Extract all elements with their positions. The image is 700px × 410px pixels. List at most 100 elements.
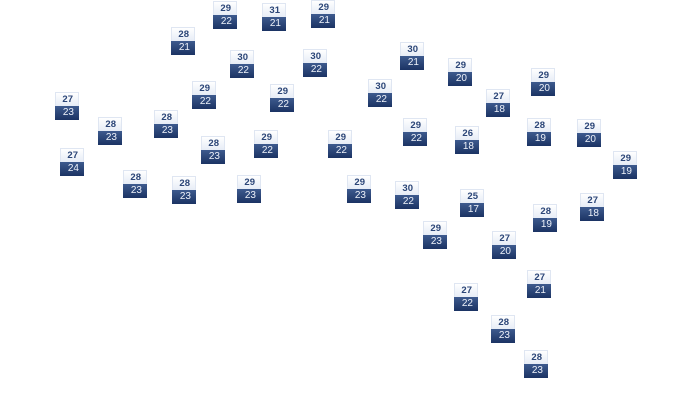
station-marker[interactable]: 29 21 xyxy=(311,0,335,28)
station-marker[interactable]: 29 20 xyxy=(577,119,601,147)
station-marker[interactable]: 27 23 xyxy=(55,92,79,120)
station-marker[interactable]: 29 20 xyxy=(448,58,472,86)
station-marker[interactable]: 29 23 xyxy=(423,221,447,249)
high-temperature: 30 xyxy=(303,49,327,63)
high-temperature: 27 xyxy=(55,92,79,106)
station-marker[interactable]: 27 22 xyxy=(454,283,478,311)
station-marker[interactable]: 28 23 xyxy=(172,176,196,204)
station-marker[interactable]: 30 22 xyxy=(368,79,392,107)
station-marker[interactable]: 30 22 xyxy=(395,181,419,209)
low-temperature: 17 xyxy=(460,203,484,217)
high-temperature: 27 xyxy=(454,283,478,297)
low-temperature: 20 xyxy=(492,245,516,259)
high-temperature: 29 xyxy=(328,130,352,144)
low-temperature: 23 xyxy=(491,329,515,343)
low-temperature: 22 xyxy=(254,144,278,158)
high-temperature: 31 xyxy=(262,3,286,17)
low-temperature: 21 xyxy=(262,17,286,31)
station-marker[interactable]: 29 22 xyxy=(270,84,294,112)
high-temperature: 28 xyxy=(172,176,196,190)
low-temperature: 22 xyxy=(395,195,419,209)
station-marker[interactable]: 30 22 xyxy=(303,49,327,77)
low-temperature: 19 xyxy=(613,165,637,179)
low-temperature: 23 xyxy=(172,190,196,204)
station-marker[interactable]: 27 20 xyxy=(492,231,516,259)
high-temperature: 29 xyxy=(448,58,472,72)
low-temperature: 23 xyxy=(524,364,548,378)
station-marker[interactable]: 25 17 xyxy=(460,189,484,217)
station-marker[interactable]: 27 18 xyxy=(580,193,604,221)
low-temperature: 22 xyxy=(213,15,237,29)
high-temperature: 28 xyxy=(171,27,195,41)
low-temperature: 22 xyxy=(192,95,216,109)
high-temperature: 28 xyxy=(533,204,557,218)
low-temperature: 21 xyxy=(171,41,195,55)
low-temperature: 20 xyxy=(448,72,472,86)
low-temperature: 22 xyxy=(368,93,392,107)
low-temperature: 23 xyxy=(98,131,122,145)
high-temperature: 29 xyxy=(213,1,237,15)
low-temperature: 18 xyxy=(580,207,604,221)
low-temperature: 18 xyxy=(486,103,510,117)
high-temperature: 30 xyxy=(368,79,392,93)
high-temperature: 28 xyxy=(98,117,122,131)
station-marker[interactable]: 27 21 xyxy=(527,270,551,298)
station-marker[interactable]: 26 18 xyxy=(455,126,479,154)
station-marker[interactable]: 28 23 xyxy=(154,110,178,138)
station-marker[interactable]: 27 24 xyxy=(60,148,84,176)
station-marker[interactable]: 30 21 xyxy=(400,42,424,70)
high-temperature: 29 xyxy=(311,0,335,14)
low-temperature: 19 xyxy=(527,132,551,146)
station-marker[interactable]: 28 19 xyxy=(533,204,557,232)
high-temperature: 27 xyxy=(580,193,604,207)
low-temperature: 20 xyxy=(577,133,601,147)
high-temperature: 29 xyxy=(192,81,216,95)
station-marker[interactable]: 29 22 xyxy=(192,81,216,109)
station-marker[interactable]: 28 23 xyxy=(201,136,225,164)
high-temperature: 27 xyxy=(527,270,551,284)
low-temperature: 23 xyxy=(237,189,261,203)
low-temperature: 22 xyxy=(303,63,327,77)
station-marker[interactable]: 28 23 xyxy=(524,350,548,378)
high-temperature: 29 xyxy=(403,118,427,132)
low-temperature: 22 xyxy=(230,64,254,78)
station-marker[interactable]: 28 21 xyxy=(171,27,195,55)
low-temperature: 23 xyxy=(423,235,447,249)
high-temperature: 28 xyxy=(524,350,548,364)
high-temperature: 27 xyxy=(486,89,510,103)
high-temperature: 27 xyxy=(492,231,516,245)
station-marker[interactable]: 29 22 xyxy=(254,130,278,158)
station-marker[interactable]: 28 23 xyxy=(98,117,122,145)
low-temperature: 21 xyxy=(527,284,551,298)
station-marker[interactable]: 28 19 xyxy=(527,118,551,146)
high-temperature: 28 xyxy=(154,110,178,124)
station-marker[interactable]: 29 23 xyxy=(237,175,261,203)
low-temperature: 22 xyxy=(454,297,478,311)
station-marker[interactable]: 28 23 xyxy=(123,170,147,198)
low-temperature: 23 xyxy=(123,184,147,198)
high-temperature: 28 xyxy=(527,118,551,132)
low-temperature: 23 xyxy=(55,106,79,120)
high-temperature: 29 xyxy=(254,130,278,144)
station-marker[interactable]: 28 23 xyxy=(491,315,515,343)
low-temperature: 19 xyxy=(533,218,557,232)
low-temperature: 23 xyxy=(347,189,371,203)
station-marker[interactable]: 31 21 xyxy=(262,3,286,31)
station-marker[interactable]: 29 23 xyxy=(347,175,371,203)
high-temperature: 29 xyxy=(531,68,555,82)
low-temperature: 23 xyxy=(154,124,178,138)
station-marker[interactable]: 30 22 xyxy=(230,50,254,78)
high-temperature: 30 xyxy=(395,181,419,195)
station-marker[interactable]: 29 22 xyxy=(403,118,427,146)
station-marker[interactable]: 29 22 xyxy=(328,130,352,158)
station-marker[interactable]: 29 19 xyxy=(613,151,637,179)
low-temperature: 22 xyxy=(403,132,427,146)
high-temperature: 27 xyxy=(60,148,84,162)
high-temperature: 25 xyxy=(460,189,484,203)
high-temperature: 29 xyxy=(577,119,601,133)
station-marker[interactable]: 29 22 xyxy=(213,1,237,29)
station-marker[interactable]: 29 20 xyxy=(531,68,555,96)
station-marker[interactable]: 27 18 xyxy=(486,89,510,117)
low-temperature: 22 xyxy=(270,98,294,112)
